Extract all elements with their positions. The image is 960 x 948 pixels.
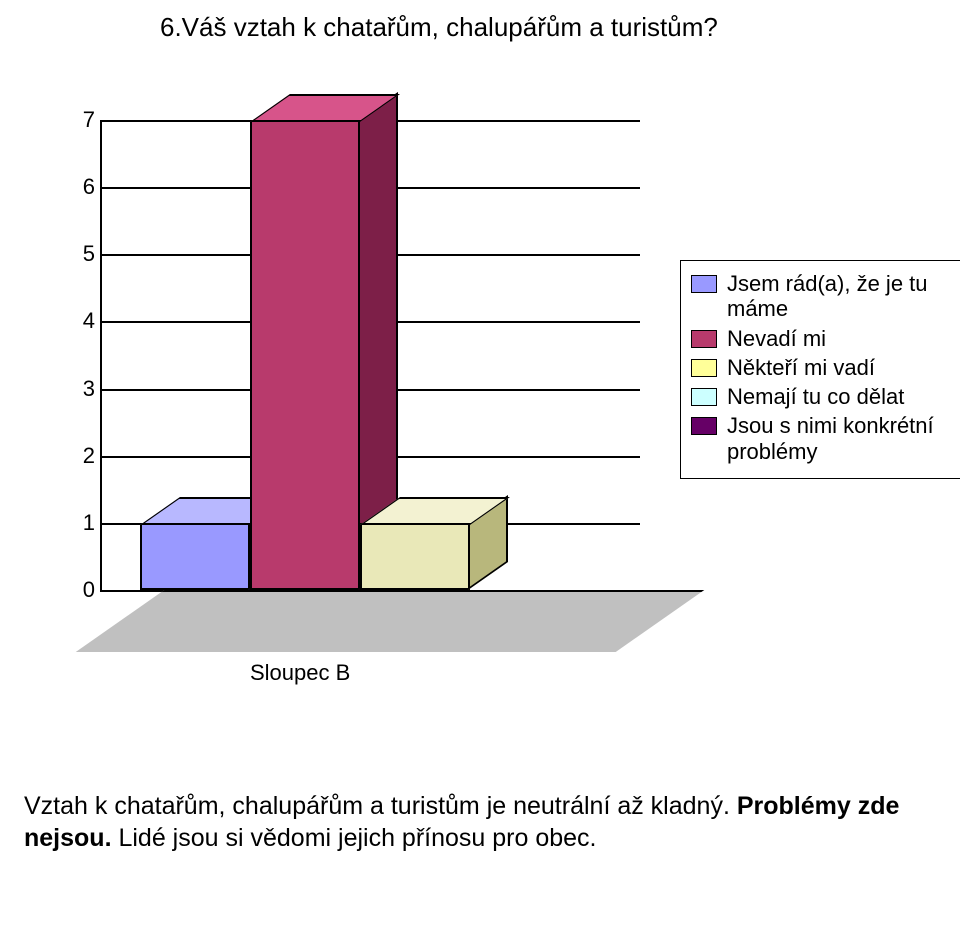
chart-title: 6.Váš vztah k chatařům, chalupářům a tur…: [160, 12, 718, 43]
plot-area: 01234567Sloupec B: [100, 120, 640, 590]
y-tick-label: 5: [70, 241, 95, 267]
bar-some_bother: [360, 523, 470, 590]
legend-label: Někteří mi vadí: [727, 355, 875, 380]
page-root: 6.Váš vztah k chatařům, chalupářům a tur…: [0, 0, 960, 948]
legend-item: Někteří mi vadí: [691, 355, 960, 380]
legend-label: Nevadí mi: [727, 326, 826, 351]
y-tick-label: 7: [70, 107, 95, 133]
y-tick-label: 4: [70, 308, 95, 334]
chart-floor: [76, 590, 705, 652]
legend-swatch: [691, 388, 717, 406]
footer-summary: Vztah k chatařům, chalupářům a turistům …: [24, 790, 936, 854]
footer-sentence3: Lidé jsou si vědomi jejich přínosu pro o…: [112, 824, 597, 852]
y-tick-label: 0: [70, 577, 95, 603]
y-tick-label: 6: [70, 174, 95, 200]
legend-swatch: [691, 359, 717, 377]
legend-label: Jsem rád(a), že je tu máme: [727, 271, 960, 322]
bar-glad: [140, 523, 250, 590]
legend-item: Nevadí mi: [691, 326, 960, 351]
legend-item: Nemají tu co dělat: [691, 384, 960, 409]
y-tick-label: 3: [70, 376, 95, 402]
legend-swatch: [691, 417, 717, 435]
legend-item: Jsem rád(a), že je tu máme: [691, 271, 960, 322]
legend-label: Nemají tu co dělat: [727, 384, 904, 409]
chart-area: 01234567Sloupec B Jsem rád(a), že je tu …: [40, 100, 920, 680]
bar-dont_mind: [250, 120, 360, 590]
y-tick-label: 1: [70, 510, 95, 536]
legend-item: Jsou s nimi konkrétní problémy: [691, 413, 960, 464]
legend-swatch: [691, 275, 717, 293]
legend-box: Jsem rád(a), že je tu máme Nevadí mi Někte…: [680, 260, 960, 479]
y-axis-line: [100, 120, 102, 590]
legend-swatch: [691, 330, 717, 348]
x-axis-label: Sloupec B: [250, 660, 350, 686]
footer-sentence1: Vztah k chatařům, chalupářům a turistům …: [24, 792, 730, 820]
legend-label: Jsou s nimi konkrétní problémy: [727, 413, 960, 464]
y-tick-label: 2: [70, 443, 95, 469]
